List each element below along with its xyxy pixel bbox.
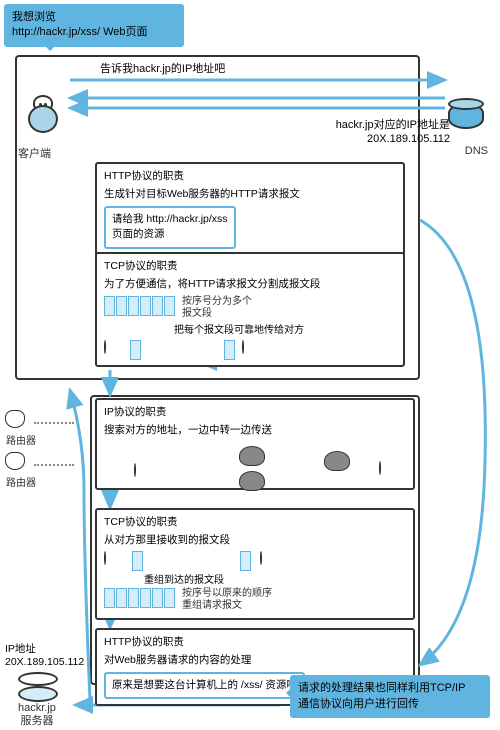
client-robot-icon: [25, 95, 65, 135]
client-label: 客户端: [18, 145, 51, 161]
http-request-bubble: 请给我 http://hackr.jp/xss 页面的资源: [104, 206, 236, 250]
dns-reply-text: hackr.jp对应的IP地址是 20X.189.105.112: [336, 118, 450, 147]
http-response-bubble: 原来是想要这台计算机上的 /xss/ 资源啊: [104, 672, 305, 700]
http-subtitle: 生成针对目标Web服务器的HTTP请求报文: [104, 187, 396, 203]
tcp-b-mid: 重组到达的报文段: [144, 573, 406, 588]
return-bubble: 请求的处理结果也同样利用TCP/IP 通信协议向用户进行回传: [290, 675, 490, 718]
robot-icon: [242, 340, 262, 360]
tcp-send-box: TCP协议的职责 为了方便通信，将HTTP请求报文分割成报文段 按序号分为多个 …: [95, 252, 405, 367]
tcp-title: TCP协议的职责: [104, 259, 396, 275]
ip-subtitle: 搜索对方的地址，一边中转一边传送: [104, 423, 406, 439]
http-b-title: HTTP协议的职责: [104, 635, 406, 651]
robot-icon: [104, 340, 124, 360]
ip-title: IP协议的职责: [104, 405, 406, 421]
segment-group-2: [104, 588, 176, 614]
dns-query-text: 告诉我hackr.jp的IP地址吧: [100, 60, 225, 76]
robot-icon: [379, 461, 399, 481]
alien-icon: [239, 471, 265, 491]
alien-icon: [324, 451, 350, 471]
dns-label: DNS: [465, 145, 488, 157]
ip-address-label: IP地址 20X.189.105.112: [5, 643, 84, 670]
tcp-b-subtitle: 从对方那里接收到的报文段: [104, 533, 406, 549]
tcp-receive-box: TCP协议的职责 从对方那里接收到的报文段 重组到达的报文段 按序号以原来的顺序…: [95, 508, 415, 620]
server-label: hackr.jp 服务器: [18, 702, 56, 728]
thought-line2: http://hackr.jp/xss/ Web页面: [12, 26, 148, 38]
tcp-b-title: TCP协议的职责: [104, 515, 406, 531]
robot-icon: [134, 463, 154, 483]
http-request-box: HTTP协议的职责 生成针对目标Web服务器的HTTP请求报文 请给我 http…: [95, 162, 405, 256]
robot-icon: [104, 551, 124, 571]
robot-icon: [260, 551, 280, 571]
dns-icon: [448, 95, 488, 135]
segment-group: [104, 296, 176, 322]
tcp-note-bottom: 把每个报文段可靠地传给对方: [174, 323, 396, 338]
tcp-subtitle: 为了方便通信，将HTTP请求报文分割成报文段: [104, 277, 396, 293]
alien-icon: [239, 446, 265, 466]
http-title: HTTP协议的职责: [104, 169, 396, 185]
router-label-1: 路由器: [6, 432, 36, 447]
thought-bubble: 我想浏览 http://hackr.jp/xss/ Web页面: [4, 4, 184, 47]
ip-box: IP协议的职责 搜索对方的地址，一边中转一边传送: [95, 398, 415, 490]
http-b-subtitle: 对Web服务器请求的内容的处理: [104, 653, 406, 669]
thought-line1: 我想浏览: [12, 11, 56, 23]
router-label-2: 路由器: [6, 474, 36, 489]
server-icon: [18, 672, 62, 702]
